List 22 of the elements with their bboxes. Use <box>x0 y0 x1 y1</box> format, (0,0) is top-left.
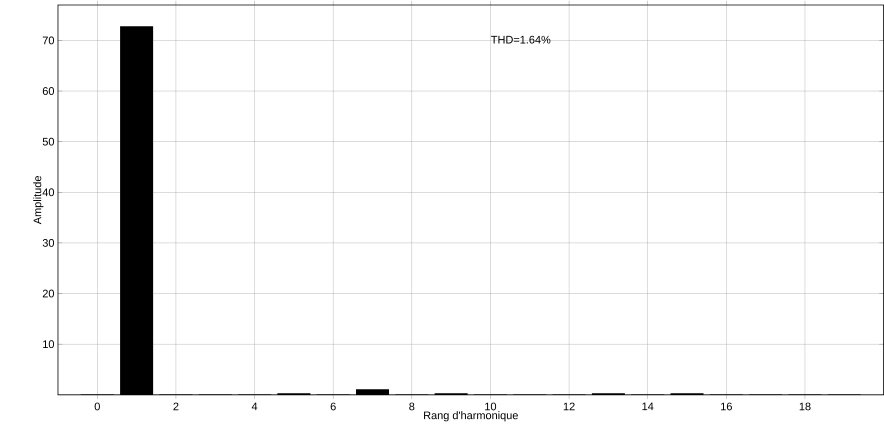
x-tick-label: 0 <box>94 402 100 410</box>
bar <box>356 389 390 395</box>
y-tick-label: 60 <box>42 87 54 96</box>
y-tick-label: 30 <box>42 239 54 247</box>
x-tick-label: 18 <box>800 402 811 410</box>
x-tick-label: 2 <box>173 402 178 410</box>
x-tick-label: 14 <box>642 402 654 410</box>
x-tick-label: 4 <box>252 402 258 410</box>
annotation: THD=1.64% <box>491 36 550 44</box>
x-axis-title: Rang d'harmonique <box>424 411 518 422</box>
y-tick-label: 70 <box>42 36 54 44</box>
x-tick-label: 8 <box>409 402 414 410</box>
y-tick-label: 50 <box>42 138 54 146</box>
x-tick-label: 12 <box>564 402 575 410</box>
y-axis-title: Amplitude <box>33 176 44 224</box>
y-tick-label: 20 <box>42 290 54 298</box>
x-tick-label: 10 <box>485 402 496 410</box>
x-tick-label: 6 <box>330 402 336 410</box>
bar <box>120 26 154 395</box>
y-tick-label: 10 <box>43 340 54 348</box>
x-tick-label: 16 <box>721 402 732 410</box>
y-tick-label: 40 <box>42 188 54 196</box>
